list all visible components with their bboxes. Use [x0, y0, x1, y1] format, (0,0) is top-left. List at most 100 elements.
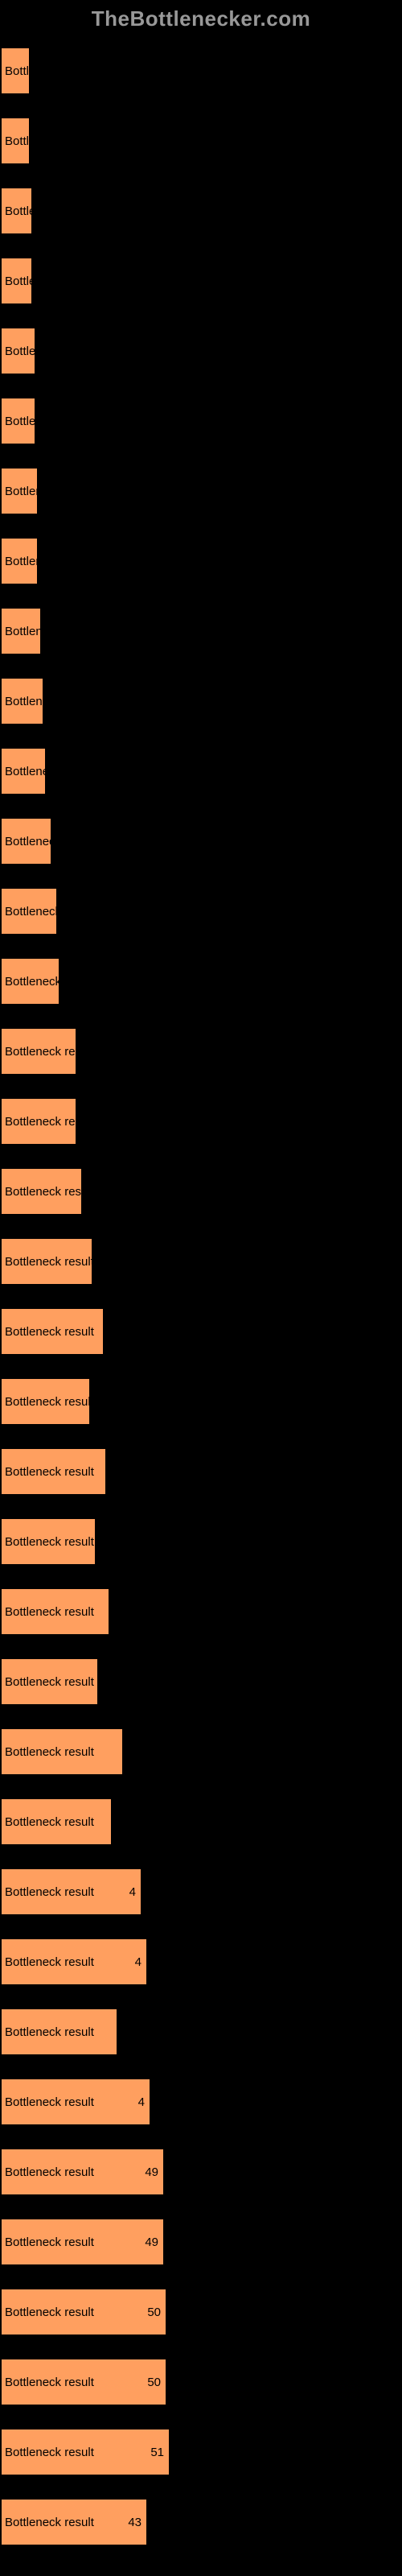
chart-bar: Bottleneck result43 — [0, 2498, 148, 2546]
chart-row: Bottleneck result 49 — [0, 2142, 402, 2202]
chart-row: Bottleneck result4 — [0, 1862, 402, 1922]
chart-bar: Bottleneck result — [0, 1097, 77, 1146]
chart-bar: Bottleneck result — [0, 1587, 110, 1636]
bar-label: Bottleneck result — [2, 1815, 94, 1829]
chart-row: Bottleneck result43 — [0, 2492, 402, 2552]
bar-label: Bottleneck result — [2, 835, 51, 848]
chart-bar: Bottleneck result — [0, 257, 33, 305]
chart-bar: Bottleneck result 4 — [0, 2078, 151, 2126]
chart-row: Bottleneck result — [0, 2002, 402, 2062]
chart-row: Bottleneck result — [0, 881, 402, 941]
bar-label: Bottleneck result — [2, 1745, 94, 1759]
chart-row: Bottleneck result — [0, 1372, 402, 1431]
chart-row: Bottleneck result 4 — [0, 2072, 402, 2132]
bar-label: Bottleneck result — [2, 1535, 94, 1549]
chart-bar: Bottleneck result — [0, 117, 31, 165]
bar-label: Bottleneck result — [2, 1185, 81, 1199]
chart-bar: Bottleneck result4 — [0, 1868, 142, 1916]
chart-bar: Bottleneck result — [0, 2008, 118, 2056]
chart-row: Bottleneck result — [0, 1232, 402, 1291]
bar-label: Bottleneck result — [2, 1675, 94, 1689]
chart-row: Bottleneck result — [0, 321, 402, 381]
chart-bar: Bottleneck result 51 — [0, 2428, 170, 2476]
bar-label: Bottleneck result — [2, 695, 43, 708]
chart-bar: Bottleneck result — [0, 1657, 99, 1706]
bar-label: Bottleneck result — [2, 485, 37, 498]
bar-label: Bottleneck result — [2, 2446, 94, 2459]
chart-bar: Bottleneck result — [0, 1167, 83, 1216]
chart-row: Bottleneck result — [0, 1792, 402, 1852]
chart-bar: Bottleneck result — [0, 747, 47, 795]
chart-row: Bottleneck result — [0, 1022, 402, 1081]
chart-bar: Bottleneck result — [0, 397, 36, 445]
bar-value: 50 — [147, 2306, 161, 2319]
chart-row: Bottleneck result — [0, 181, 402, 241]
chart-row: Bottleneck result — [0, 391, 402, 451]
chart-bar: Bottleneck result — [0, 1798, 113, 1846]
bar-value: 4 — [135, 1955, 142, 1969]
chart-row: Bottleneck result — [0, 1722, 402, 1781]
bar-value: 51 — [150, 2446, 164, 2459]
chart-row: Bottleneck result — [0, 601, 402, 661]
bar-label: Bottleneck result — [2, 2376, 94, 2389]
chart-bar: Bottleneck result 4 — [0, 1938, 148, 1986]
chart-row: Bottleneck result — [0, 1162, 402, 1221]
bar-label: Bottleneck result — [2, 765, 45, 778]
bar-label: Bottleneck result — [2, 134, 29, 148]
chart-row: Bottleneck result — [0, 111, 402, 171]
bar-label: Bottleneck result — [2, 2516, 94, 2529]
chart-row: Bottleneck result50 — [0, 2282, 402, 2342]
bar-label: Bottleneck result — [2, 2095, 94, 2109]
chart-row: Bottleneck result — [0, 1442, 402, 1501]
chart-bar: Bottleneck result — [0, 1027, 77, 1075]
chart-bar: Bottleneck result — [0, 537, 39, 585]
bar-label: Bottleneck result — [2, 905, 56, 919]
bar-label: Bottleneck result — [2, 1465, 94, 1479]
bar-label: Bottleneck result — [2, 1045, 76, 1059]
chart-row: Bottleneck result — [0, 1512, 402, 1571]
bar-label: Bottleneck result — [2, 1255, 92, 1269]
chart-row: Bottleneck result — [0, 952, 402, 1011]
chart-bar: Bottleneck result 50 — [0, 2358, 167, 2406]
chart-row: Bottleneck result — [0, 531, 402, 591]
bar-label: Bottleneck result — [2, 1395, 89, 1409]
bar-label: Bottleneck result — [2, 2165, 94, 2179]
chart-bar: Bottleneck result — [0, 607, 42, 655]
bar-label: Bottleneck result — [2, 1605, 94, 1619]
bar-label: Bottleneck result — [2, 1955, 94, 1969]
bar-label: Bottleneck result — [2, 415, 35, 428]
chart-row: Bottleneck result — [0, 1302, 402, 1361]
chart-bar: Bottleneck result — [0, 1447, 107, 1496]
bar-label: Bottleneck result — [2, 625, 40, 638]
page-header: TheBottlenecker.com — [0, 0, 402, 38]
bar-value: 50 — [147, 2376, 161, 2389]
chart-bar: Bottleneck result — [0, 817, 52, 865]
chart-bar: Bottleneck result — [0, 187, 33, 235]
chart-row: Bottleneck result — [0, 1092, 402, 1151]
chart-bar: Bottleneck result — [0, 1377, 91, 1426]
chart-bar: Bottleneck result — [0, 327, 36, 375]
chart-bar: Bottleneck result — [0, 467, 39, 515]
chart-row: Bottleneck result49 — [0, 2212, 402, 2272]
bar-label: Bottleneck result — [2, 275, 31, 288]
chart-row: Bottleneck result — [0, 1582, 402, 1641]
chart-bar: Bottleneck result49 — [0, 2218, 165, 2266]
bottleneck-bar-chart: Bottleneck resultBottleneck resultBottle… — [0, 38, 402, 2572]
bar-label: Bottleneck result — [2, 1325, 94, 1339]
bar-label: Bottleneck result — [2, 204, 31, 218]
chart-row: Bottleneck result 4 — [0, 1932, 402, 1992]
chart-bar: Bottleneck result — [0, 957, 60, 1005]
chart-row: Bottleneck result — [0, 1652, 402, 1711]
chart-row: Bottleneck result 50 — [0, 2352, 402, 2412]
bar-value: 4 — [138, 2095, 145, 2109]
chart-bar: Bottleneck result — [0, 677, 44, 725]
chart-row: Bottleneck result — [0, 741, 402, 801]
bar-value: 49 — [145, 2235, 158, 2249]
chart-row: Bottleneck result — [0, 461, 402, 521]
site-title: TheBottlenecker.com — [92, 6, 310, 31]
bar-value: 49 — [145, 2165, 158, 2179]
chart-bar: Bottleneck result — [0, 47, 31, 95]
chart-row: Bottleneck result — [0, 251, 402, 311]
chart-bar: Bottleneck result 49 — [0, 2148, 165, 2196]
bar-label: Bottleneck result — [2, 555, 37, 568]
